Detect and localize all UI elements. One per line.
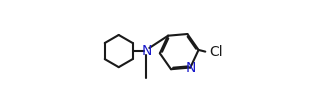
Text: N: N bbox=[141, 44, 152, 58]
Text: N: N bbox=[186, 61, 196, 75]
Text: Cl: Cl bbox=[209, 45, 223, 59]
